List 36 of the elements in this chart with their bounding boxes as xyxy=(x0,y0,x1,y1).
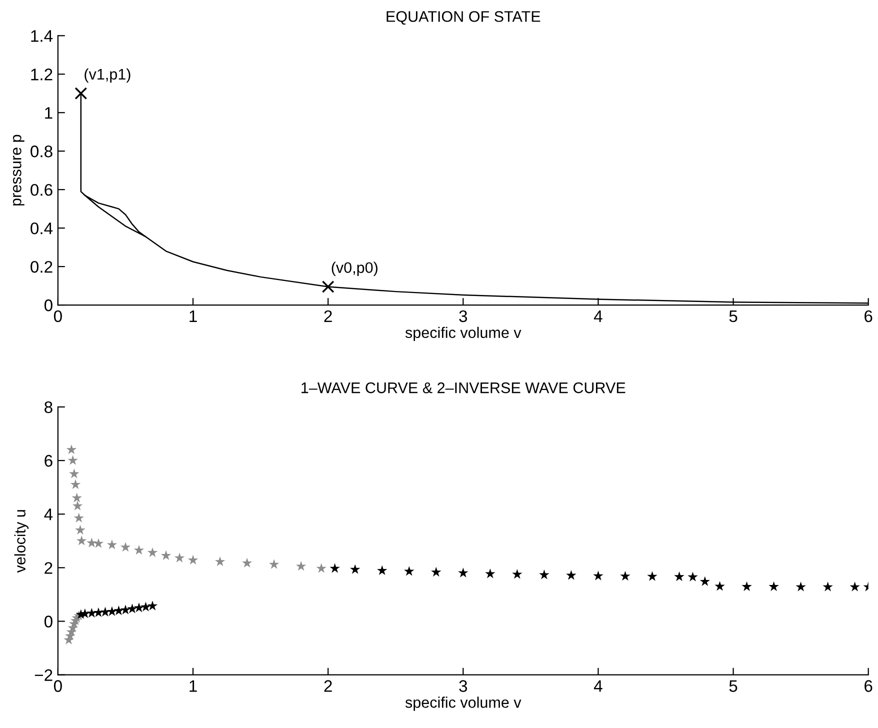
x-tick-label: 6 xyxy=(864,310,872,322)
x-tick-label: 3 xyxy=(459,680,468,692)
x-tick-label: 1 xyxy=(190,310,197,322)
y-tick-label: 6 xyxy=(44,454,52,467)
x-tick-label: 2 xyxy=(324,310,332,322)
y-tick-label: 0.6 xyxy=(30,184,52,196)
y-tick-label: 8 xyxy=(44,401,52,414)
y-tick-label: 0 xyxy=(44,616,52,628)
x-tick-label: 4 xyxy=(594,310,602,322)
annotation: (v1,p1) xyxy=(84,68,130,83)
x-axis-title: specific volume v xyxy=(405,696,522,711)
x-tick-label: 1 xyxy=(190,680,197,692)
y-tick-label: 0.4 xyxy=(30,222,53,234)
y-tick-label: −2 xyxy=(34,669,52,681)
chart-title: EQUATION OF STATE xyxy=(386,11,540,25)
chart-title: 1–WAVE CURVE & 2–INVERSE WAVE CURVE xyxy=(302,382,626,394)
y-tick-label: 0.8 xyxy=(30,146,52,158)
x-axis-title: specific volume v xyxy=(405,326,522,342)
y-tick-label: 1.4 xyxy=(31,30,53,42)
y-tick-label: 4 xyxy=(44,508,53,520)
y-tick-label: 1.2 xyxy=(31,68,52,80)
x-tick-label: 0 xyxy=(54,310,62,322)
y-tick-label: 0 xyxy=(44,299,52,312)
x-tick-label: 2 xyxy=(324,680,332,692)
y-tick-label: 1 xyxy=(45,107,52,119)
x-tick-label: 5 xyxy=(729,310,738,322)
x-tick-label: 5 xyxy=(729,680,738,692)
y-tick-label: 2 xyxy=(44,562,52,574)
x-tick-label: 4 xyxy=(594,680,602,692)
x-tick-label: 0 xyxy=(54,680,62,692)
x-tick-label: 3 xyxy=(459,310,468,322)
y-axis-title: pressure p xyxy=(12,134,24,206)
x-tick-label: 6 xyxy=(864,680,872,692)
y-axis-title: velocity u xyxy=(14,510,29,573)
y-tick-label: 0.2 xyxy=(30,260,52,273)
annotation: (v0,p0) xyxy=(332,262,378,276)
